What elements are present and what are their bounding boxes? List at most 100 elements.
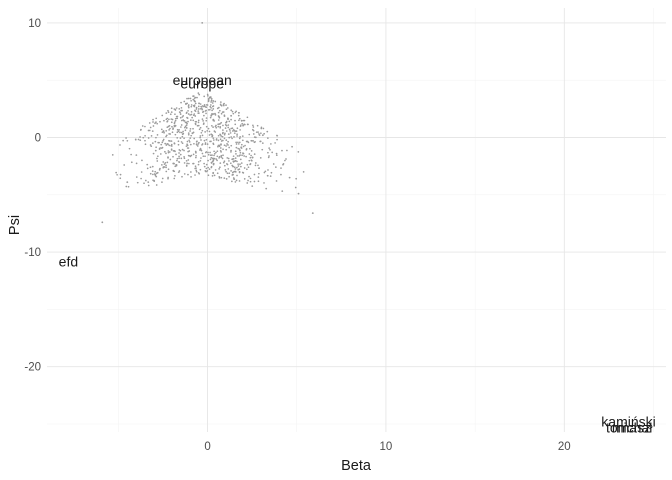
data-point [206,129,209,132]
data-point [295,177,298,180]
data-point [218,109,221,112]
data-point [186,162,188,165]
data-point [182,132,185,135]
data-point [231,171,234,174]
data-point [141,125,144,127]
data-point [227,126,230,129]
data-point [228,136,231,139]
data-point [238,170,241,173]
data-point [225,170,227,173]
data-point [230,170,232,172]
y-tick-label: -20 [24,362,41,374]
data-point [207,166,209,169]
data-point [160,128,163,131]
data-point [199,136,202,139]
data-point [204,131,206,133]
data-point [211,134,214,136]
data-point [119,173,122,176]
data-point [238,155,240,157]
data-point [220,140,223,142]
data-point [139,139,142,142]
data-point [193,105,196,108]
data-point [211,102,214,104]
data-point [225,124,228,127]
data-point [181,175,183,178]
data-point [168,118,170,121]
data-point [205,112,207,115]
data-point [230,127,233,130]
data-point [266,130,269,133]
point-label: european [173,72,232,88]
data-point [166,161,169,164]
data-point [195,143,198,145]
point-label: tomasz [606,419,651,435]
data-point [185,164,188,167]
data-point [162,130,165,133]
data-point [167,176,169,179]
data-point [208,130,211,133]
data-point [243,119,246,122]
data-point [204,169,207,172]
data-point [235,110,238,113]
data-point [141,159,143,162]
data-point [172,162,174,165]
data-point [214,169,217,171]
data-point [229,162,232,165]
data-point [212,137,215,140]
data-point [219,104,222,106]
data-point [197,121,200,124]
data-point [237,163,239,165]
data-point [186,122,188,125]
data-point [220,151,222,153]
data-point [178,107,181,110]
data-point [165,166,167,169]
data-point [207,127,210,130]
data-point [171,125,173,128]
data-point [228,160,230,162]
data-point [180,126,182,128]
data-point [239,151,242,154]
data-point [202,155,205,158]
data-point [182,130,184,133]
data-point [207,153,210,156]
data-point [187,109,189,112]
data-point [232,130,234,132]
data-point [137,138,140,141]
data-point [212,113,215,115]
data-point [167,109,169,112]
data-point [254,164,257,167]
data-point [179,131,181,134]
data-point [222,131,224,134]
data-point [206,143,209,145]
data-point [276,134,279,137]
data-point [206,93,209,96]
data-point [218,177,221,179]
data-point [221,111,224,113]
data-point [241,139,244,142]
data-point [186,117,189,119]
data-point [242,152,245,155]
data-point [175,107,178,109]
data-point [207,99,210,102]
data-point [189,114,191,116]
data-point [249,180,252,183]
data-point [205,138,208,141]
data-point [249,177,252,180]
data-point [245,155,247,158]
data-point [257,180,260,183]
data-point [203,162,205,165]
data-point [223,137,226,140]
data-point [248,153,251,155]
data-point [184,129,187,132]
data-point [216,172,219,175]
data-point [178,161,181,164]
data-point [152,173,154,176]
data-point [173,142,176,144]
data-point [224,132,226,135]
data-point [230,144,233,147]
data-point [242,145,245,148]
data-point [168,139,170,142]
data-point [285,158,287,160]
data-point [152,179,154,182]
data-point [192,131,195,134]
